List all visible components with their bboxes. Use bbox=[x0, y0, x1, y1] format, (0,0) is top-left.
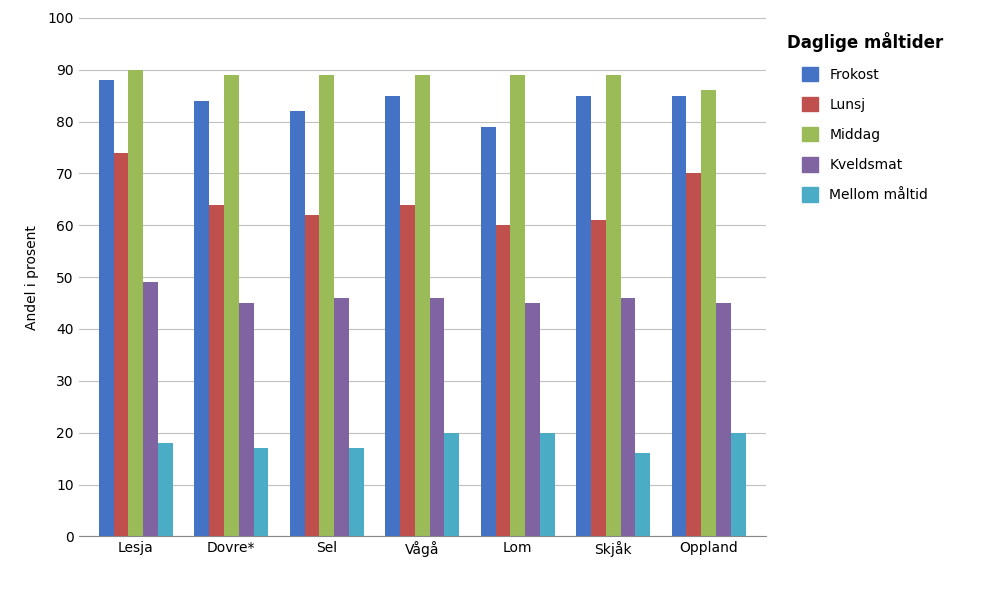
Bar bbox=[686, 173, 701, 536]
Bar bbox=[576, 96, 591, 536]
Bar bbox=[525, 303, 540, 536]
Y-axis label: Andel i prosent: Andel i prosent bbox=[25, 225, 39, 330]
Bar bbox=[414, 75, 430, 536]
Bar bbox=[606, 75, 621, 536]
Bar bbox=[672, 96, 686, 536]
Bar bbox=[143, 283, 158, 536]
Bar bbox=[99, 80, 114, 536]
Bar bbox=[731, 433, 745, 536]
Bar bbox=[635, 454, 650, 536]
Bar bbox=[701, 91, 716, 536]
Bar bbox=[511, 75, 525, 536]
Bar bbox=[253, 448, 268, 536]
Bar bbox=[540, 433, 555, 536]
Bar bbox=[481, 127, 496, 536]
Bar bbox=[385, 96, 400, 536]
Bar bbox=[304, 215, 319, 536]
Bar bbox=[334, 298, 349, 536]
Bar bbox=[430, 298, 445, 536]
Bar bbox=[716, 303, 731, 536]
Bar bbox=[114, 153, 129, 536]
Bar bbox=[194, 101, 209, 536]
Bar bbox=[400, 204, 414, 536]
Bar bbox=[158, 443, 173, 536]
Bar bbox=[349, 448, 363, 536]
Bar bbox=[496, 225, 511, 536]
Bar bbox=[290, 111, 304, 536]
Bar bbox=[445, 433, 460, 536]
Bar bbox=[319, 75, 334, 536]
Bar bbox=[129, 70, 143, 536]
Bar bbox=[239, 303, 253, 536]
Bar bbox=[591, 220, 606, 536]
Bar bbox=[621, 298, 635, 536]
Legend: Frokost, Lunsj, Middag, Kveldsmat, Mellom måltid: Frokost, Lunsj, Middag, Kveldsmat, Mello… bbox=[780, 25, 950, 209]
Bar bbox=[224, 75, 239, 536]
Bar bbox=[209, 204, 224, 536]
